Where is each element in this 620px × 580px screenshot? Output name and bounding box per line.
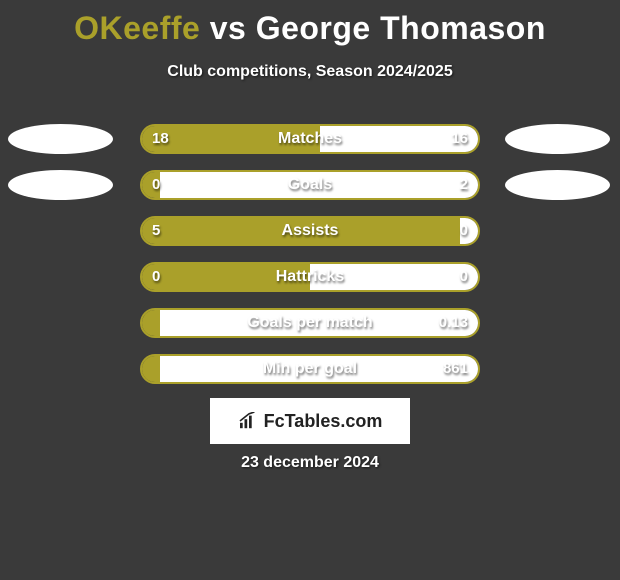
stat-row: Hattricks00 — [0, 256, 620, 302]
bar-track — [140, 124, 480, 154]
page-title: OKeeffe vs George Thomason — [0, 0, 620, 47]
player2-oval — [505, 124, 610, 154]
bar-fill-player1 — [142, 356, 160, 382]
bar-fill-player2 — [310, 264, 478, 290]
bar-fill-player1 — [142, 172, 160, 198]
stat-row: Goals02 — [0, 164, 620, 210]
bar-fill-player2 — [160, 356, 478, 382]
bar-track — [140, 354, 480, 384]
player2-oval — [505, 170, 610, 200]
logo-box: FcTables.com — [210, 398, 410, 444]
bar-track — [140, 262, 480, 292]
stat-row: Goals per match0.13 — [0, 302, 620, 348]
date-text: 23 december 2024 — [0, 454, 620, 472]
player1-oval — [8, 124, 113, 154]
stat-row: Matches1816 — [0, 118, 620, 164]
bar-fill-player1 — [142, 264, 310, 290]
subtitle: Club competitions, Season 2024/2025 — [0, 63, 620, 81]
bar-track — [140, 170, 480, 200]
bar-fill-player2 — [460, 218, 478, 244]
vs-text: vs — [200, 10, 255, 46]
logo: FcTables.com — [238, 411, 383, 432]
logo-text: FcTables.com — [264, 411, 383, 432]
bar-fill-player1 — [142, 126, 320, 152]
bar-fill-player1 — [142, 310, 160, 336]
player1-name: OKeeffe — [74, 10, 200, 46]
bar-fill-player1 — [142, 218, 460, 244]
player2-name: George Thomason — [256, 10, 546, 46]
bar-track — [140, 308, 480, 338]
comparison-infographic: OKeeffe vs George Thomason Club competit… — [0, 0, 620, 580]
stat-row: Min per goal861 — [0, 348, 620, 394]
bar-fill-player2 — [160, 310, 478, 336]
bar-fill-player2 — [160, 172, 478, 198]
stats-rows: Matches1816Goals02Assists50Hattricks00Go… — [0, 118, 620, 394]
stat-row: Assists50 — [0, 210, 620, 256]
bar-track — [140, 216, 480, 246]
chart-icon — [238, 412, 260, 430]
bar-fill-player2 — [320, 126, 478, 152]
player1-oval — [8, 170, 113, 200]
